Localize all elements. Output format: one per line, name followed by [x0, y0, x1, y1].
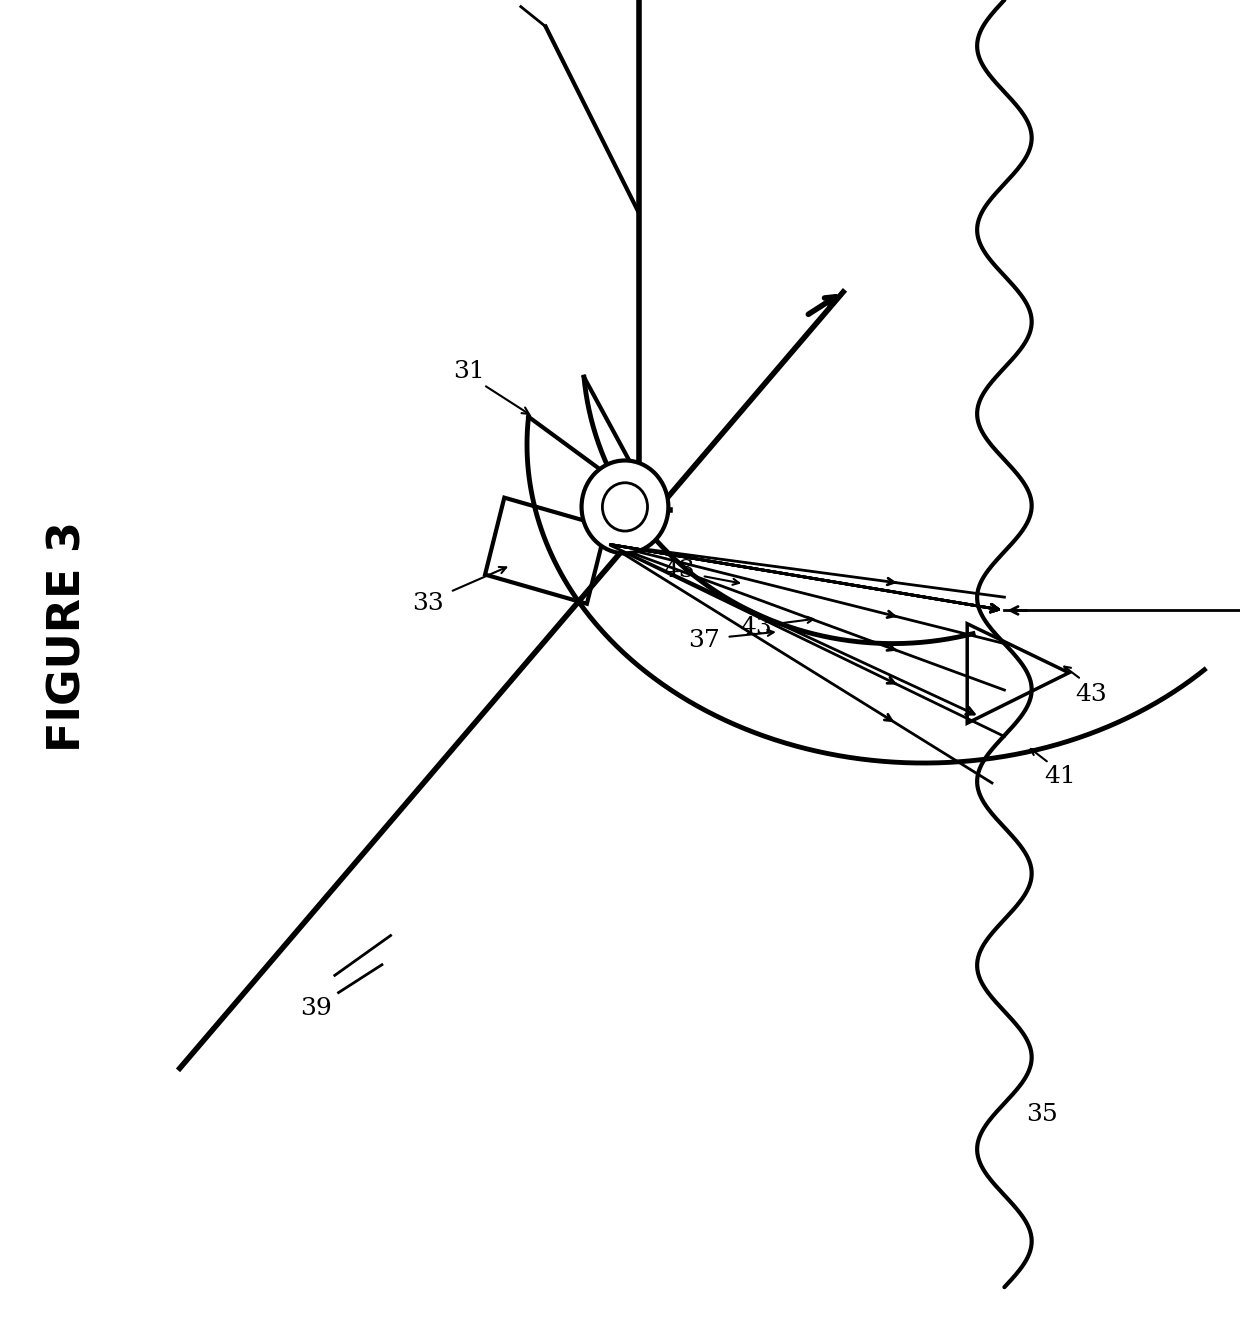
- Text: 33: 33: [412, 592, 444, 616]
- Text: 43: 43: [1075, 682, 1107, 706]
- Text: FIGURE 3: FIGURE 3: [47, 522, 89, 752]
- Text: 31: 31: [453, 360, 485, 384]
- Circle shape: [582, 460, 668, 553]
- Text: 41: 41: [1044, 764, 1076, 788]
- Text: 39: 39: [300, 997, 332, 1020]
- Text: 43: 43: [663, 559, 696, 583]
- Text: 35: 35: [1025, 1103, 1058, 1127]
- Polygon shape: [967, 624, 1069, 723]
- Circle shape: [603, 483, 647, 531]
- Text: 37: 37: [688, 629, 720, 653]
- Polygon shape: [485, 498, 606, 604]
- Text: 43: 43: [740, 616, 773, 640]
